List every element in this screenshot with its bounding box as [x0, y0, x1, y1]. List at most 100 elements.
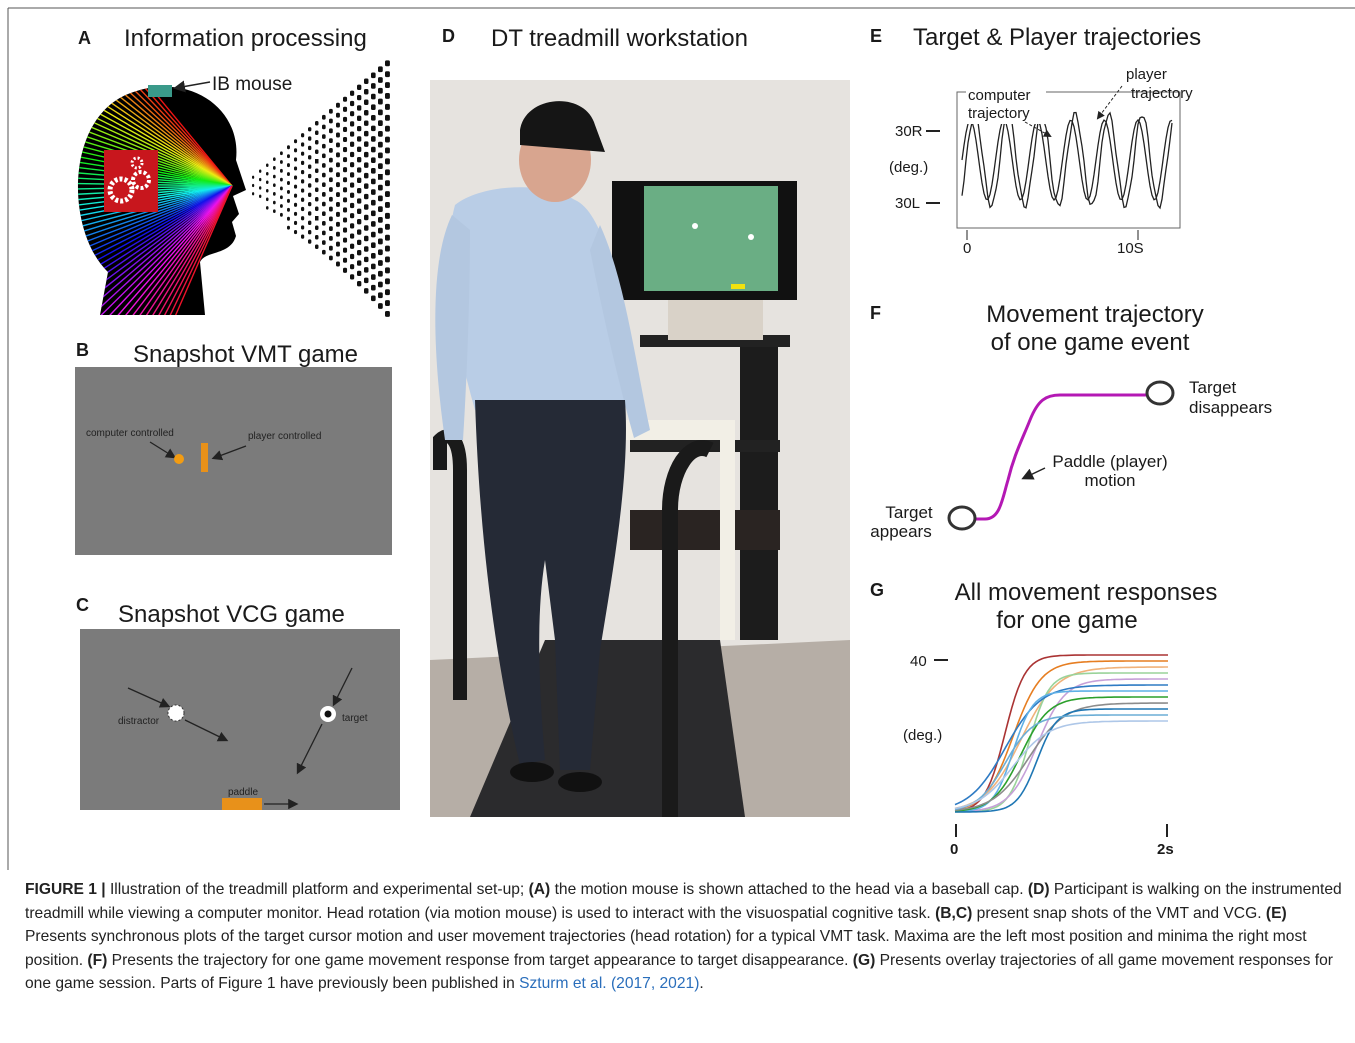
bit [322, 144, 326, 149]
bit [308, 155, 311, 159]
bit [357, 178, 361, 183]
bit [343, 268, 347, 273]
binary-stream [252, 60, 390, 317]
annotation: target [342, 713, 368, 724]
bit [315, 216, 319, 221]
bit [350, 213, 354, 218]
bit [280, 213, 283, 217]
citation-link[interactable]: Szturm et al. (2017, 2021) [519, 975, 699, 992]
bit [350, 223, 354, 228]
bit [364, 288, 368, 293]
bit [329, 216, 333, 221]
response-curve [955, 667, 1168, 808]
bit [385, 191, 390, 197]
bit [322, 115, 326, 120]
bit [385, 278, 390, 284]
bit [385, 267, 390, 273]
bit [385, 311, 390, 317]
panel-title: All movement responses [955, 579, 1218, 606]
y-axis-label: (deg.) [889, 159, 928, 176]
bit [287, 163, 290, 167]
bit [378, 163, 383, 169]
bit [378, 217, 383, 223]
bit [364, 267, 368, 272]
bit [308, 221, 311, 225]
annotation: paddle [228, 787, 258, 798]
bit [364, 215, 368, 220]
bit [364, 89, 368, 94]
x-tick-label: 2s [1157, 841, 1174, 858]
bit [343, 207, 347, 212]
bit [371, 295, 376, 301]
annotation: IB mouse [212, 74, 292, 95]
bit [280, 178, 283, 182]
bit [364, 183, 368, 188]
bit [266, 172, 269, 176]
bit [315, 235, 319, 240]
bit [364, 225, 368, 230]
bit [378, 152, 383, 158]
paddle [222, 798, 262, 810]
bit [273, 209, 276, 213]
bit [371, 136, 376, 142]
panel-title: Information processing [124, 25, 367, 52]
distractor-ball [168, 705, 184, 721]
bit [350, 91, 354, 96]
bit [357, 116, 361, 121]
bit [336, 182, 340, 187]
shelf [630, 510, 780, 550]
bit [336, 142, 340, 147]
bit [350, 152, 354, 157]
bit [343, 127, 347, 132]
bit [350, 131, 354, 136]
bit [364, 257, 368, 262]
annotation: trajectory [968, 105, 1030, 122]
bit [252, 184, 254, 187]
bit [287, 172, 290, 176]
bit [336, 232, 340, 237]
bit [280, 187, 283, 191]
bit [336, 222, 340, 227]
bit [385, 289, 390, 295]
bit [343, 97, 347, 102]
monitor-ball [748, 234, 754, 240]
trajectories [955, 655, 1168, 812]
caption: FIGURE 1 | Illustration of the treadmill… [25, 878, 1343, 996]
bit [287, 217, 290, 221]
bit [322, 173, 326, 178]
bit [308, 127, 311, 131]
y-axis-label: (deg.) [903, 727, 942, 744]
bit [266, 181, 269, 185]
bit [350, 264, 354, 269]
annotation: computer controlled [86, 428, 174, 439]
x-tick-label: 10S [1117, 240, 1144, 257]
bit [378, 142, 383, 148]
bit [294, 194, 297, 198]
bit [371, 126, 376, 132]
bit [350, 244, 354, 249]
panel-label: A [78, 28, 91, 48]
annotation: appears [870, 522, 931, 541]
bit [280, 195, 283, 199]
caption-text: (F) [87, 952, 107, 969]
response-curve [955, 709, 1168, 812]
bit [371, 168, 376, 174]
bit [371, 285, 376, 291]
bit [343, 177, 347, 182]
caption-text: . [699, 975, 703, 992]
bit [343, 197, 347, 202]
panel-title: Movement trajectory [986, 301, 1203, 328]
bit [308, 193, 311, 197]
bit [385, 158, 390, 164]
bit [350, 142, 354, 147]
bit [371, 221, 376, 227]
bit [343, 147, 347, 152]
shelf-post [740, 340, 778, 640]
panel-title: Snapshot VCG game [118, 601, 345, 628]
bit [315, 207, 319, 212]
bit [315, 245, 319, 250]
bit [301, 207, 304, 211]
bit [301, 179, 304, 183]
bit [343, 157, 347, 162]
bit [280, 204, 283, 208]
